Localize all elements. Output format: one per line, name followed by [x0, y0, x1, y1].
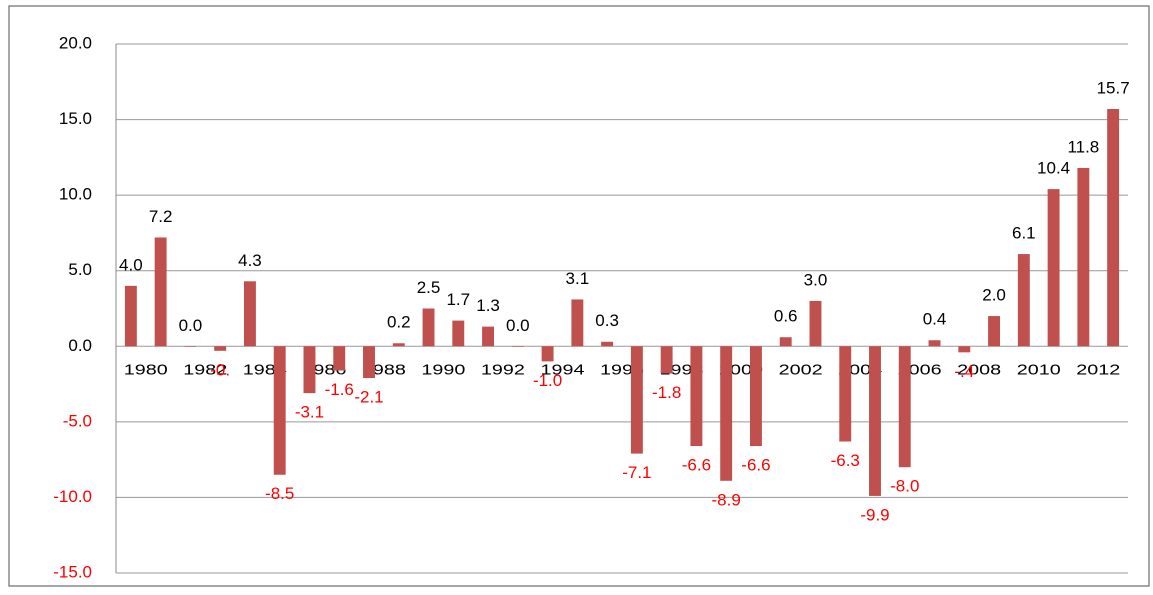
- bar: [630, 346, 643, 454]
- bar: [720, 346, 733, 481]
- bar: [988, 316, 1001, 347]
- data-label: -1.0: [533, 371, 562, 390]
- chart-border: [8, 5, 1150, 587]
- y-tick-label: 15.0: [59, 109, 92, 128]
- x-tick-label: 1990: [421, 361, 465, 378]
- data-label: 11.8: [1067, 137, 1099, 156]
- data-label: 4.0: [119, 255, 143, 274]
- data-label: 0.2: [387, 313, 411, 332]
- bar: [1107, 108, 1120, 347]
- bar: [749, 346, 762, 447]
- data-label: -.4: [954, 362, 974, 381]
- data-label: 4.3: [238, 251, 262, 270]
- bar: [809, 300, 822, 347]
- data-label: -1.6: [325, 380, 354, 399]
- bar: [422, 308, 435, 347]
- y-tick-label: 10.0: [59, 185, 92, 204]
- x-tick-label: 2010: [1017, 361, 1061, 378]
- data-label: -9.9: [860, 505, 889, 524]
- x-tick-label: 1992: [481, 361, 525, 378]
- bar: [958, 346, 971, 353]
- bar: [660, 346, 673, 374]
- bar: [928, 340, 941, 347]
- data-label: 15.7: [1097, 78, 1130, 97]
- bar: [1047, 189, 1060, 347]
- y-tick-label: -15.0: [53, 562, 92, 581]
- x-tick-label: 2008: [957, 361, 1001, 378]
- data-label: -3.1: [295, 403, 324, 422]
- data-label: -2.1: [354, 388, 383, 407]
- data-label: -7.1: [622, 463, 651, 482]
- bar: [601, 341, 614, 347]
- bar: [273, 346, 286, 475]
- y-tick-label: 0.0: [68, 336, 92, 355]
- data-label: 0.6: [774, 307, 798, 326]
- data-label: -8.9: [712, 490, 741, 509]
- bar: [898, 346, 911, 468]
- bar: [154, 237, 167, 347]
- data-label: -6.6: [741, 456, 770, 475]
- x-tick-label: 2002: [779, 361, 823, 378]
- bar: [690, 346, 703, 447]
- data-label: -1.8: [652, 383, 681, 402]
- bar: [452, 320, 465, 347]
- bar: [303, 346, 316, 394]
- data-label: -8.5: [265, 484, 294, 503]
- data-label: 2.0: [982, 286, 1006, 305]
- data-label: 0.0: [179, 316, 203, 335]
- bar: [571, 299, 584, 347]
- data-label: 6.1: [1012, 224, 1036, 243]
- data-label: -0.: [210, 360, 230, 379]
- y-tick-label: 5.0: [68, 260, 92, 279]
- y-tick-label: -10.0: [53, 487, 92, 506]
- x-tick-label: 2012: [1076, 361, 1120, 378]
- data-label: 2.5: [417, 278, 441, 297]
- data-label: 1.7: [446, 290, 470, 309]
- bar: [243, 281, 256, 347]
- data-label: 0.3: [595, 311, 619, 330]
- bar: [869, 346, 881, 496]
- x-tick-label: 1982: [183, 361, 227, 378]
- x-tick-label: 1994: [540, 361, 584, 378]
- data-label: 7.2: [149, 207, 173, 226]
- bar: [482, 326, 495, 347]
- data-label: 0.0: [506, 316, 530, 335]
- bar: [839, 346, 852, 442]
- bar: [124, 285, 137, 347]
- bar: [184, 346, 197, 347]
- data-label: -6.3: [831, 451, 860, 470]
- bar: [363, 346, 375, 379]
- data-label: 0.4: [923, 310, 947, 329]
- bar: [1077, 167, 1090, 347]
- bar: [541, 346, 554, 362]
- y-tick-label: -5.0: [63, 411, 92, 430]
- x-tick-label: 1980: [124, 361, 168, 378]
- data-label: -8.0: [890, 477, 919, 496]
- bar: [214, 346, 227, 351]
- bar: [779, 337, 792, 347]
- y-tick-label: 20.0: [59, 33, 92, 52]
- bar: [511, 346, 524, 347]
- data-label: 10.4: [1037, 159, 1070, 178]
- data-label: -6.6: [682, 456, 711, 475]
- bar: [333, 346, 346, 371]
- data-label: 3.0: [804, 270, 828, 289]
- data-label: 1.3: [476, 296, 500, 315]
- data-label: 3.1: [566, 269, 590, 288]
- bar: [1017, 254, 1030, 347]
- bar: [392, 343, 405, 347]
